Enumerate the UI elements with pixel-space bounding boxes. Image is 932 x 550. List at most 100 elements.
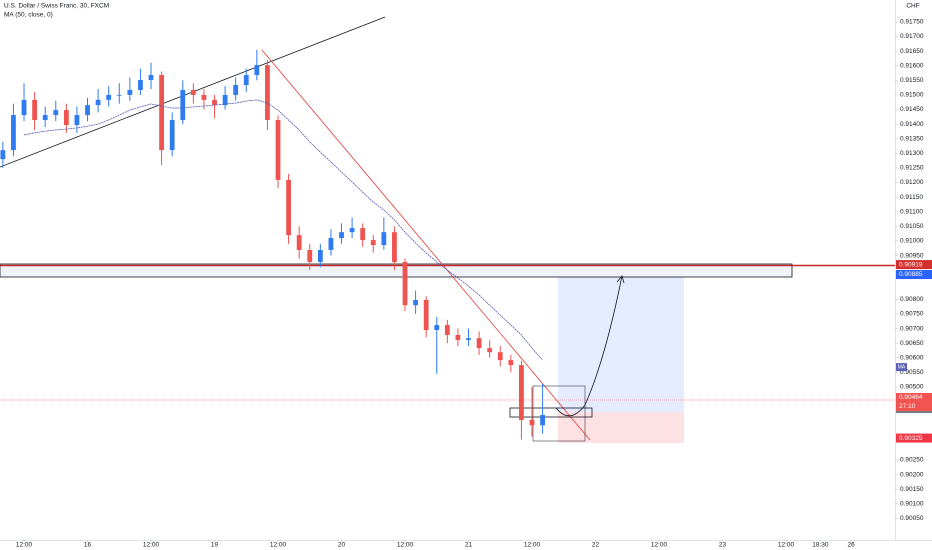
indicator-legend: MA (50, close, 0) (4, 12, 53, 19)
price-marker (896, 260, 932, 270)
long-target-zone (558, 277, 684, 412)
candle-body (95, 99, 101, 106)
y-tick-label: 0.91500 (900, 92, 924, 99)
countdown-box (896, 401, 932, 411)
candle-body (286, 179, 291, 236)
moving-average (23, 99, 543, 361)
y-tick-label: 0.90250 (900, 457, 924, 464)
candle-body (466, 338, 471, 340)
candle-body (169, 120, 175, 151)
candle-body (127, 89, 133, 95)
price-marker-label: 0.90919 (899, 261, 923, 268)
candle-body (476, 338, 482, 349)
candle-body (296, 235, 302, 250)
down-trend-line (261, 49, 591, 441)
consolidation-box (509, 407, 593, 418)
x-tick-label: 16 (84, 542, 92, 549)
y-tick-label: 0.90800 (900, 296, 924, 303)
y-tick-label: 0.91150 (900, 194, 923, 201)
candle-body (212, 99, 217, 106)
candle-body (190, 89, 196, 95)
x-tick-label: 12:00 (397, 542, 414, 549)
y-tick-label: 0.90100 (900, 501, 924, 508)
candle-body (32, 99, 38, 121)
candle-body (423, 299, 429, 331)
candle-body (243, 75, 249, 85)
candle-body (392, 232, 397, 262)
x-tick-label: 19 (211, 542, 219, 549)
y-tick-label: 0.90650 (900, 340, 924, 347)
candle-body (360, 228, 366, 241)
candle-body (116, 94, 122, 96)
y-tick-label: 0.90550 (900, 369, 924, 376)
price-marker (896, 392, 932, 402)
candle-body (222, 94, 228, 106)
candle-body (85, 105, 90, 116)
price-marker-label: 0.90885 (899, 271, 923, 278)
candle-body (339, 232, 344, 239)
y-tick-label: 0.91250 (900, 165, 924, 172)
candle-body (233, 84, 239, 95)
x-tick-label: 23 (719, 542, 727, 549)
price-marker-label: 0.90325 (899, 435, 923, 442)
candle-body (106, 94, 112, 100)
candle-body (444, 325, 450, 335)
arrow-head (616, 275, 625, 284)
x-tick-label: 26 (847, 542, 855, 549)
y-tick-label: 0.91600 (900, 62, 924, 69)
candle-body (53, 110, 59, 116)
candle-body (328, 238, 334, 250)
x-tick-label: 12:00 (778, 542, 795, 549)
candle-body (159, 75, 165, 151)
candle-body (265, 65, 270, 121)
x-tick-label: 18:30 (812, 542, 829, 549)
y-tick-label: 0.91000 (900, 238, 924, 245)
y-tick-label: 0.90700 (900, 325, 924, 332)
projection-arrow (555, 275, 623, 417)
candle-body (63, 110, 69, 125)
ma-badge (896, 363, 907, 372)
y-tick-label: 0.91350 (900, 135, 924, 142)
x-tick-label: 12:00 (651, 542, 668, 549)
price-marker (896, 270, 932, 280)
candle-body (74, 115, 80, 125)
candle-body (529, 419, 535, 426)
y-tick-label: 0.91400 (900, 121, 924, 128)
countdown: 27:10 (899, 403, 916, 410)
y-tick-label: 0.90050 (900, 515, 924, 522)
ma-badge-label: MA (898, 364, 906, 370)
candle-body (275, 120, 281, 180)
candle-body (508, 360, 514, 366)
candle-body (402, 261, 408, 306)
y-tick-label: 0.90200 (900, 471, 924, 478)
y-tick-label: 0.90150 (900, 486, 924, 493)
candle-body (138, 80, 143, 90)
candle-body (307, 249, 313, 262)
currency-label: CHF (906, 3, 919, 10)
price-marker (896, 433, 932, 443)
y-tick-label: 0.90950 (900, 252, 924, 259)
candle-body (0, 150, 6, 160)
candle-body (540, 415, 545, 426)
candle-body (180, 89, 186, 121)
y-tick-label: 0.91650 (900, 48, 924, 55)
candle-body (370, 240, 376, 246)
y-tick-label: 0.91750 (900, 19, 924, 26)
candle-body (519, 365, 524, 420)
x-tick-label: 21 (465, 542, 473, 549)
candle-body (254, 65, 260, 76)
fib-box (532, 385, 586, 442)
candle-body (21, 99, 27, 116)
candle-body (42, 115, 48, 121)
y-tick-label: 0.91550 (900, 77, 924, 84)
candle-body (381, 232, 387, 246)
candle-body (317, 249, 323, 262)
candle-body (148, 75, 154, 81)
x-tick-label: 12:00 (270, 542, 287, 549)
y-tick-label: 0.91100 (900, 208, 923, 215)
y-tick-label: 0.91700 (900, 33, 924, 40)
y-tick-label: 0.91300 (900, 150, 924, 157)
candle-body (455, 334, 461, 340)
x-tick-label: 12:00 (16, 542, 33, 549)
plot: 0.91750 0.91700 0.91650 0.91600 0.91550 0.915… (0, 19, 924, 549)
